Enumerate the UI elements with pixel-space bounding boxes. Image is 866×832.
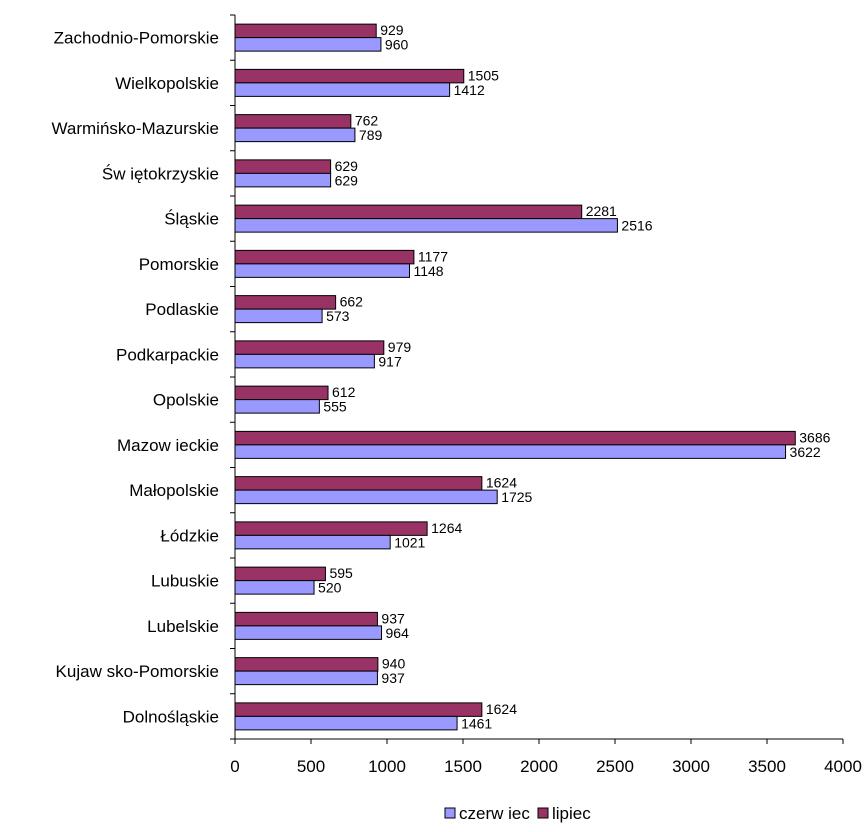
bar-lipiec [234, 114, 352, 129]
bar-lipiec [234, 249, 415, 265]
bar-czerwiec [234, 353, 375, 369]
category-label: Mazow ieckie [117, 436, 219, 455]
x-axis-ticks: 0 500 1000 1500 2000 2500 3000 3500 4000 [230, 14, 862, 776]
data-label-lipiec: 1505 [468, 67, 499, 83]
data-label-czerwiec: 1148 [413, 263, 443, 279]
data-label-lipiec: 629 [335, 158, 359, 174]
bar-czerwiec [234, 218, 618, 233]
bar-lipiec [234, 430, 796, 446]
data-label-lipiec: 595 [329, 565, 353, 581]
x-tick-label: 3000 [672, 757, 710, 776]
legend-label-czerwiec: czerw iec [459, 804, 530, 823]
category-label: Opolskie [153, 391, 219, 410]
bar-lipiec [234, 476, 483, 491]
bar-czerwiec [234, 82, 451, 97]
bar-lipiec [234, 159, 332, 174]
legend-label-lipiec: lipiec [552, 804, 591, 823]
bar-czerwiec [234, 580, 315, 595]
category-label: Lubuskie [151, 572, 219, 591]
bar-lipiec [234, 611, 378, 627]
bar-lipiec [234, 566, 326, 582]
data-label-lipiec: 1264 [431, 520, 462, 536]
data-label-czerwiec: 964 [386, 625, 410, 641]
category-label: Zachodnio-Pomorskie [54, 29, 219, 48]
data-label-lipiec: 940 [382, 656, 406, 672]
x-tick-label: 0 [230, 757, 239, 776]
bar-czerwiec [234, 172, 332, 188]
data-label-lipiec: 979 [388, 339, 412, 355]
x-tick-label: 2000 [520, 757, 558, 776]
bar-lipiec [234, 68, 465, 84]
data-label-czerwiec: 555 [323, 399, 347, 415]
category-label: Dolnośląskie [123, 707, 219, 726]
legend-swatch-lipiec [537, 807, 549, 819]
category-label: Wielkopolskie [115, 74, 219, 93]
category-label: Pomorskie [139, 255, 219, 274]
bar-czerwiec [234, 399, 320, 414]
category-label: Podkarpackie [116, 345, 219, 364]
data-label-czerwiec: 629 [335, 172, 359, 188]
category-label: Kujaw sko-Pomorskie [56, 662, 219, 681]
category-labels-layer: Dolnośląskie Kujaw sko-Pomorskie Lubelskie… [51, 29, 219, 727]
data-label-czerwiec: 917 [378, 353, 402, 369]
category-label: Warmińsko-Mazurskie [51, 119, 219, 138]
data-label-czerwiec: 789 [359, 127, 383, 143]
category-label: Podlaskie [145, 300, 219, 319]
bar-lipiec [234, 295, 337, 310]
data-label-lipiec: 1624 [486, 475, 517, 491]
bar-czerwiec [234, 625, 383, 640]
x-tick-label: 4000 [824, 757, 862, 776]
data-labels-layer: 1624146194093793796459552012641021162417… [318, 22, 831, 731]
x-tick-label: 1000 [368, 757, 406, 776]
bar-lipiec [234, 521, 428, 536]
category-label: Lubelskie [147, 617, 219, 636]
data-label-czerwiec: 520 [318, 580, 342, 596]
data-label-czerwiec: 3622 [790, 444, 821, 460]
bar-czerwiec [234, 127, 356, 143]
bar-lipiec [234, 340, 385, 355]
data-label-lipiec: 929 [380, 22, 404, 38]
x-tick-label: 3500 [748, 757, 786, 776]
bar-czerwiec [234, 534, 391, 550]
bar-czerwiec [234, 263, 410, 278]
x-tick-label: 1500 [444, 757, 482, 776]
category-label: Św iętokrzyskie [102, 164, 219, 183]
category-label: Śląskie [164, 210, 219, 229]
data-label-lipiec: 762 [355, 113, 379, 129]
bar-czerwiec [234, 670, 378, 686]
x-tick-label: 2500 [596, 757, 634, 776]
bar-czerwiec [234, 444, 787, 459]
data-label-czerwiec: 960 [385, 37, 409, 53]
data-label-lipiec: 937 [381, 610, 405, 626]
data-label-lipiec: 2281 [586, 203, 617, 219]
data-label-czerwiec: 1412 [454, 82, 485, 98]
bar-lipiec [234, 385, 329, 401]
category-label: Łódzkie [160, 526, 219, 545]
legend-swatch-czerwiec [444, 807, 456, 819]
bar-czerwiec [234, 308, 323, 324]
bar-czerwiec [234, 37, 382, 52]
data-label-lipiec: 662 [340, 294, 364, 310]
data-label-czerwiec: 937 [381, 670, 405, 686]
data-label-lipiec: 3686 [799, 429, 830, 445]
data-label-czerwiec: 573 [326, 308, 350, 324]
data-label-czerwiec: 2516 [621, 218, 652, 234]
data-label-czerwiec: 1461 [461, 715, 492, 731]
data-label-czerwiec: 1021 [394, 534, 425, 550]
bar-czerwiec [234, 715, 458, 731]
data-label-lipiec: 612 [332, 384, 356, 400]
data-label-lipiec: 1624 [486, 701, 517, 717]
data-label-czerwiec: 1725 [501, 489, 532, 505]
bar-lipiec [234, 657, 379, 672]
category-label: Małopolskie [129, 481, 219, 500]
bars-layer [234, 23, 796, 731]
bar-lipiec [234, 204, 583, 220]
bar-lipiec [234, 23, 377, 39]
x-tick-label: 500 [297, 757, 325, 776]
bar-lipiec [234, 702, 483, 717]
data-label-lipiec: 1177 [418, 248, 448, 264]
bar-czerwiec [234, 489, 498, 505]
legend: czerw iec lipiec [444, 804, 591, 823]
